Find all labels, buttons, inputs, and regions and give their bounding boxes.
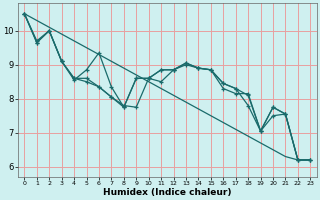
X-axis label: Humidex (Indice chaleur): Humidex (Indice chaleur) (103, 188, 232, 197)
